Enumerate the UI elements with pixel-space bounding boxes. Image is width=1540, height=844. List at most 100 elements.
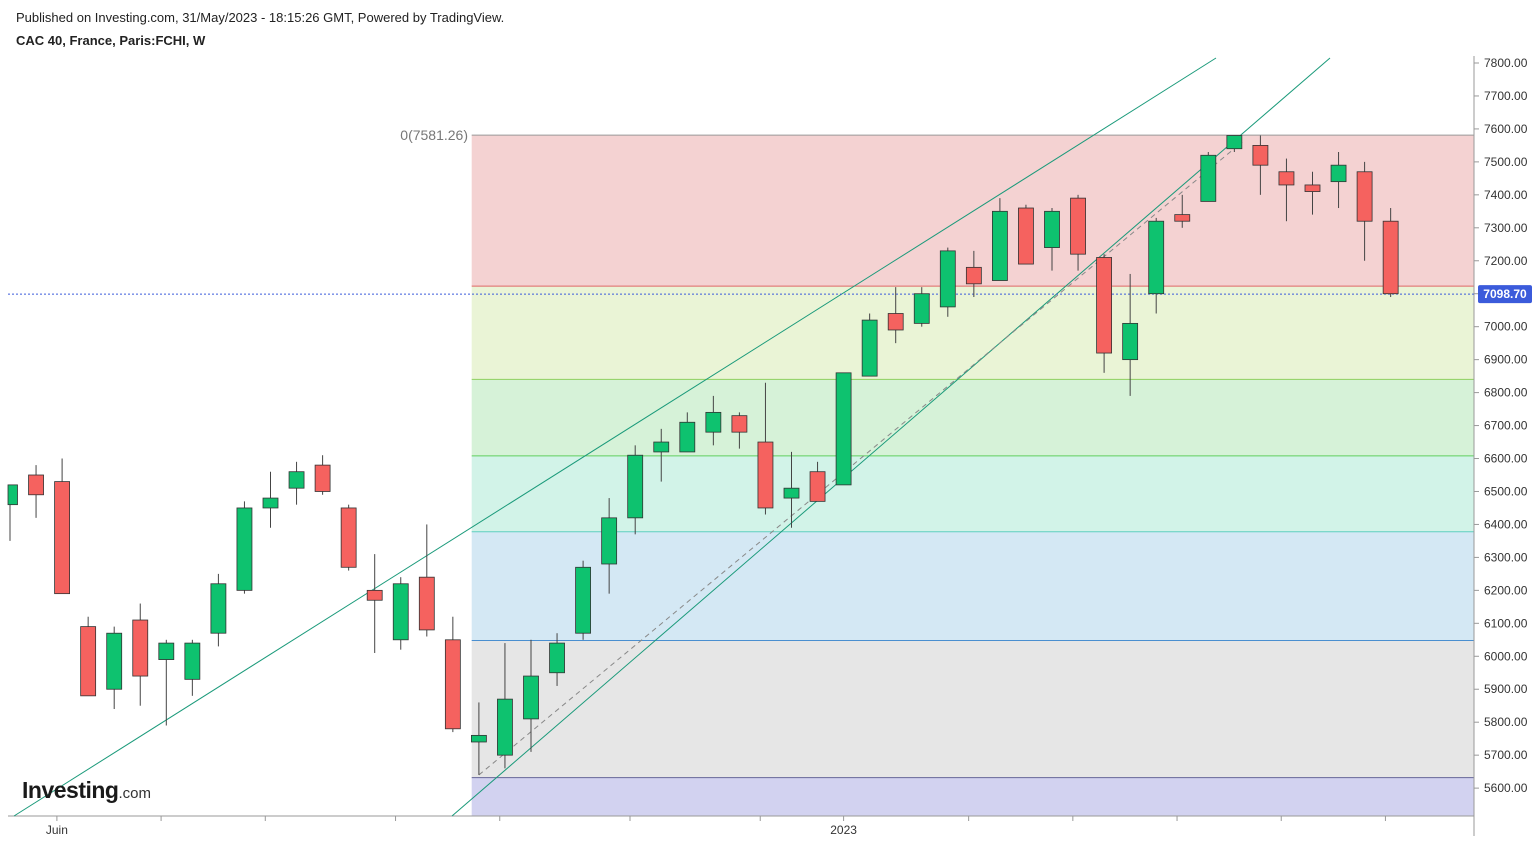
candle-body	[7, 484, 18, 506]
candle	[887, 287, 904, 344]
y-tick-label: 7200.00	[1484, 254, 1528, 268]
candle-body	[861, 319, 878, 377]
candle	[80, 616, 97, 697]
y-tick-label: 5600.00	[1484, 781, 1528, 795]
candle	[965, 250, 982, 298]
y-tick-label: 7800.00	[1484, 56, 1528, 70]
y-tick-label: 6000.00	[1484, 649, 1528, 663]
candle-body	[757, 441, 774, 509]
candle	[783, 451, 800, 528]
candle	[28, 465, 44, 518]
candle	[210, 573, 227, 647]
candle-body	[80, 626, 97, 697]
candle	[1018, 204, 1034, 265]
candle-body	[1096, 257, 1112, 354]
candle	[705, 395, 722, 446]
y-tick-label: 7300.00	[1484, 221, 1528, 235]
candle-body	[418, 576, 435, 631]
candle-body	[1174, 214, 1191, 222]
y-tick-label: 6700.00	[1484, 419, 1528, 433]
candle-body	[705, 411, 722, 433]
candle	[54, 458, 70, 595]
candle	[809, 461, 826, 502]
axes: 7800.00 7700.00 7600.00 7500.00 7400.00 7300.…	[46, 56, 1528, 837]
candle-body	[314, 464, 331, 492]
candle-body	[1070, 197, 1086, 255]
candle	[1226, 135, 1243, 152]
candle	[444, 616, 461, 733]
candle-body	[288, 471, 305, 489]
candle-body	[236, 507, 253, 591]
fib-zone	[471, 455, 1474, 532]
candle-body	[965, 266, 982, 285]
candle-body	[1122, 322, 1139, 361]
candle	[1148, 217, 1165, 314]
candle-body	[262, 497, 279, 509]
candle	[7, 484, 18, 541]
fib-zero-label: 0(7581.26)	[400, 127, 468, 143]
candle-body	[444, 639, 461, 730]
candle	[418, 524, 435, 637]
candle	[1096, 254, 1112, 373]
candle	[731, 412, 748, 449]
candle-body	[497, 698, 513, 756]
candle	[106, 626, 123, 710]
candle-body	[1226, 135, 1243, 150]
candle	[314, 455, 331, 495]
y-tick-label: 6400.00	[1484, 517, 1528, 531]
candle-body	[340, 507, 357, 568]
candle	[288, 461, 305, 505]
y-tick-label: 6100.00	[1484, 616, 1528, 630]
candle-body	[1252, 144, 1269, 166]
candle-body	[184, 642, 201, 680]
fib-zone	[471, 135, 1474, 287]
candle-body	[366, 589, 383, 601]
candles	[7, 135, 1399, 775]
candle	[1200, 151, 1217, 202]
y-tick-label: 7400.00	[1484, 188, 1528, 202]
fib-zone	[471, 640, 1474, 778]
candle-body	[132, 619, 149, 677]
fib-trend-line	[478, 141, 1243, 776]
candle-body	[1278, 171, 1295, 186]
candle	[1356, 161, 1373, 261]
candle	[1252, 135, 1269, 195]
y-tick-label: 6300.00	[1484, 550, 1528, 564]
channel-lower-line	[451, 57, 1331, 817]
candle-body	[392, 583, 409, 641]
candle	[992, 198, 1008, 281]
candle-body	[1018, 207, 1034, 265]
candle-body	[158, 642, 175, 660]
candle	[627, 445, 644, 535]
candle-body	[1304, 184, 1321, 192]
candle	[601, 498, 618, 594]
y-tick-label: 6600.00	[1484, 452, 1528, 466]
y-tick-label: 6500.00	[1484, 484, 1528, 498]
candle-body	[887, 313, 904, 331]
candle-body	[809, 471, 826, 502]
candle	[1122, 273, 1139, 396]
candle-body	[653, 441, 670, 453]
y-tick-label: 7600.00	[1484, 122, 1528, 136]
candle	[575, 560, 591, 640]
candle	[1330, 151, 1347, 209]
x-tick-label: Juin	[46, 823, 68, 837]
symbol-title: CAC 40, France, Paris:FCHI, W	[16, 33, 206, 48]
candle	[340, 504, 357, 571]
candle	[392, 577, 409, 650]
candle	[1382, 208, 1399, 298]
candle-body	[913, 293, 930, 324]
candle	[861, 313, 878, 377]
current-price-label: 7098.70	[1483, 287, 1527, 301]
candle-body	[1148, 220, 1165, 295]
candle-body	[835, 372, 852, 486]
x-tick-label: 2023	[830, 823, 857, 837]
y-tick-label: 7700.00	[1484, 89, 1528, 103]
candle	[523, 639, 539, 752]
candle-body	[210, 583, 227, 634]
candle	[158, 639, 175, 726]
candle	[1278, 158, 1295, 222]
y-tick-label: 5900.00	[1484, 682, 1528, 696]
candle	[939, 247, 956, 317]
